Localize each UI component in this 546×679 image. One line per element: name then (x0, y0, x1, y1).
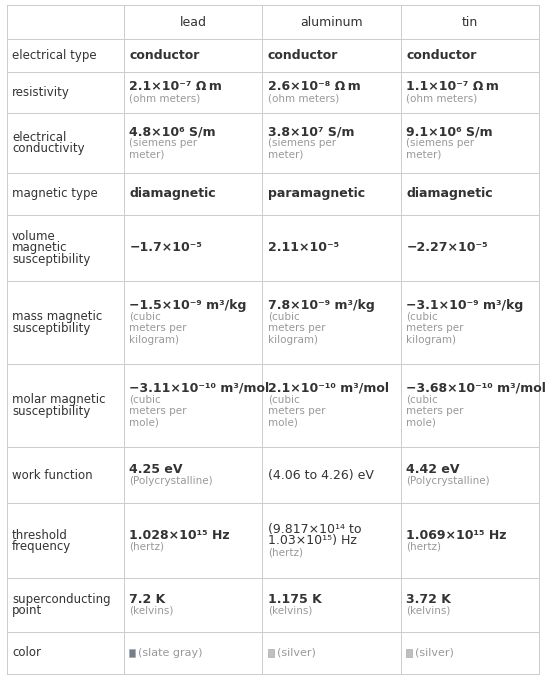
Text: susceptibility: susceptibility (12, 253, 91, 265)
Text: 4.25 eV: 4.25 eV (129, 463, 183, 476)
Text: kilogram): kilogram) (129, 335, 179, 345)
Bar (406, 649, 412, 657)
Text: meter): meter) (268, 149, 303, 160)
Text: 4.8×10⁶ S/m: 4.8×10⁶ S/m (129, 125, 216, 139)
Text: −2.27×10⁻⁵: −2.27×10⁻⁵ (406, 241, 488, 255)
Text: 2.1×10⁻⁷ Ω m: 2.1×10⁻⁷ Ω m (129, 80, 222, 93)
Text: susceptibility: susceptibility (12, 405, 91, 418)
Bar (129, 649, 135, 657)
Bar (268, 649, 274, 657)
Text: 7.8×10⁻⁹ m³/kg: 7.8×10⁻⁹ m³/kg (268, 299, 375, 312)
Text: (cubic: (cubic (406, 312, 438, 322)
Text: diamagnetic: diamagnetic (406, 187, 493, 200)
Text: 1.175 K: 1.175 K (268, 593, 322, 606)
Text: (cubic: (cubic (268, 394, 300, 405)
Text: (cubic: (cubic (129, 312, 161, 322)
Text: 1.1×10⁻⁷ Ω m: 1.1×10⁻⁷ Ω m (406, 80, 499, 93)
Text: (ohm meters): (ohm meters) (406, 93, 478, 103)
Text: molar magnetic: molar magnetic (12, 393, 105, 406)
Text: (Polycrystalline): (Polycrystalline) (406, 476, 490, 486)
Text: 7.2 K: 7.2 K (129, 593, 165, 606)
Text: 1.028×10¹⁵ Hz: 1.028×10¹⁵ Hz (129, 528, 230, 542)
Text: susceptibility: susceptibility (12, 322, 91, 335)
Text: kilogram): kilogram) (406, 335, 456, 345)
Text: mole): mole) (268, 418, 298, 428)
Text: (kelvins): (kelvins) (406, 606, 451, 616)
Text: threshold: threshold (12, 528, 68, 542)
Text: resistivity: resistivity (12, 86, 70, 99)
Text: meters per: meters per (268, 406, 325, 416)
Text: conductor: conductor (129, 49, 200, 62)
Text: electrical type: electrical type (12, 49, 97, 62)
Text: −3.11×10⁻¹⁰ m³/mol: −3.11×10⁻¹⁰ m³/mol (129, 382, 269, 394)
Text: meters per: meters per (268, 323, 325, 333)
Text: 3.8×10⁷ S/m: 3.8×10⁷ S/m (268, 125, 354, 139)
Text: (9.817×10¹⁴ to: (9.817×10¹⁴ to (268, 523, 361, 536)
Text: (ohm meters): (ohm meters) (268, 93, 339, 103)
Text: meters per: meters per (406, 323, 464, 333)
Text: volume: volume (12, 230, 56, 243)
Text: magnetic type: magnetic type (12, 187, 98, 200)
Text: aluminum: aluminum (300, 16, 363, 29)
Text: frequency: frequency (12, 540, 72, 553)
Text: (cubic: (cubic (268, 312, 300, 322)
Text: (hertz): (hertz) (406, 542, 441, 551)
Text: lead: lead (180, 16, 206, 29)
Text: 2.11×10⁻⁵: 2.11×10⁻⁵ (268, 241, 339, 255)
Text: (silver): (silver) (415, 648, 454, 658)
Text: conductor: conductor (268, 49, 338, 62)
Text: 2.6×10⁻⁸ Ω m: 2.6×10⁻⁸ Ω m (268, 80, 360, 93)
Text: −3.68×10⁻¹⁰ m³/mol: −3.68×10⁻¹⁰ m³/mol (406, 382, 546, 394)
Text: −1.7×10⁻⁵: −1.7×10⁻⁵ (129, 241, 202, 255)
Text: electrical: electrical (12, 131, 67, 144)
Text: mole): mole) (129, 418, 159, 428)
Text: (silver): (silver) (276, 648, 316, 658)
Text: kilogram): kilogram) (268, 335, 318, 345)
Text: (4.06 to 4.26) eV: (4.06 to 4.26) eV (268, 469, 373, 481)
Text: −3.1×10⁻⁹ m³/kg: −3.1×10⁻⁹ m³/kg (406, 299, 524, 312)
Text: diamagnetic: diamagnetic (129, 187, 216, 200)
Text: (siemens per: (siemens per (406, 139, 474, 148)
Text: paramagnetic: paramagnetic (268, 187, 365, 200)
Text: conductor: conductor (406, 49, 477, 62)
Text: (siemens per: (siemens per (268, 139, 336, 148)
Text: meter): meter) (406, 149, 442, 160)
Text: (kelvins): (kelvins) (268, 606, 312, 616)
Text: point: point (12, 604, 42, 617)
Text: superconducting: superconducting (12, 593, 111, 606)
Text: meters per: meters per (129, 323, 187, 333)
Text: 3.72 K: 3.72 K (406, 593, 451, 606)
Text: (cubic: (cubic (129, 394, 161, 405)
Text: meter): meter) (129, 149, 165, 160)
Text: conductivity: conductivity (12, 143, 85, 155)
Text: (cubic: (cubic (406, 394, 438, 405)
Text: 4.42 eV: 4.42 eV (406, 463, 460, 476)
Text: (slate gray): (slate gray) (138, 648, 203, 658)
Text: (siemens per: (siemens per (129, 139, 197, 148)
Text: work function: work function (12, 469, 93, 481)
Text: meters per: meters per (129, 406, 187, 416)
Text: 2.1×10⁻¹⁰ m³/mol: 2.1×10⁻¹⁰ m³/mol (268, 382, 389, 394)
Text: mass magnetic: mass magnetic (12, 310, 102, 323)
Text: magnetic: magnetic (12, 241, 68, 255)
Text: mole): mole) (406, 418, 436, 428)
Text: (hertz): (hertz) (268, 547, 303, 557)
Text: (kelvins): (kelvins) (129, 606, 174, 616)
Text: (ohm meters): (ohm meters) (129, 93, 200, 103)
Text: color: color (12, 646, 41, 659)
Text: −1.5×10⁻⁹ m³/kg: −1.5×10⁻⁹ m³/kg (129, 299, 247, 312)
Text: (Polycrystalline): (Polycrystalline) (129, 476, 213, 486)
Text: tin: tin (462, 16, 478, 29)
Text: 9.1×10⁶ S/m: 9.1×10⁶ S/m (406, 125, 493, 139)
Text: meters per: meters per (406, 406, 464, 416)
Text: (hertz): (hertz) (129, 542, 164, 551)
Text: 1.03×10¹⁵) Hz: 1.03×10¹⁵) Hz (268, 534, 357, 547)
Text: 1.069×10¹⁵ Hz: 1.069×10¹⁵ Hz (406, 528, 507, 542)
